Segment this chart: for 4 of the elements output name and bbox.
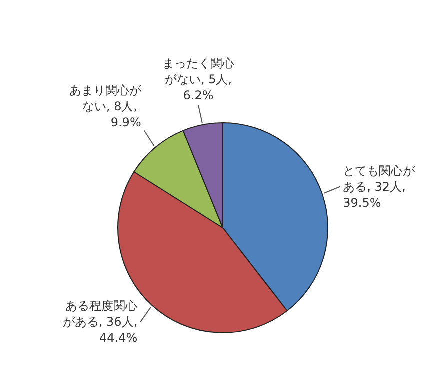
slice-label: まったく関心がない, 5人, 6.2%	[162, 56, 235, 102]
slice-label: ある程度関心がある, 36人, 44.4%	[62, 299, 138, 346]
slice-label: とても関心がある, 32人, 39.5%	[343, 164, 416, 210]
slice-label: あまり関心がない, 8人, 9.9%	[69, 84, 142, 130]
